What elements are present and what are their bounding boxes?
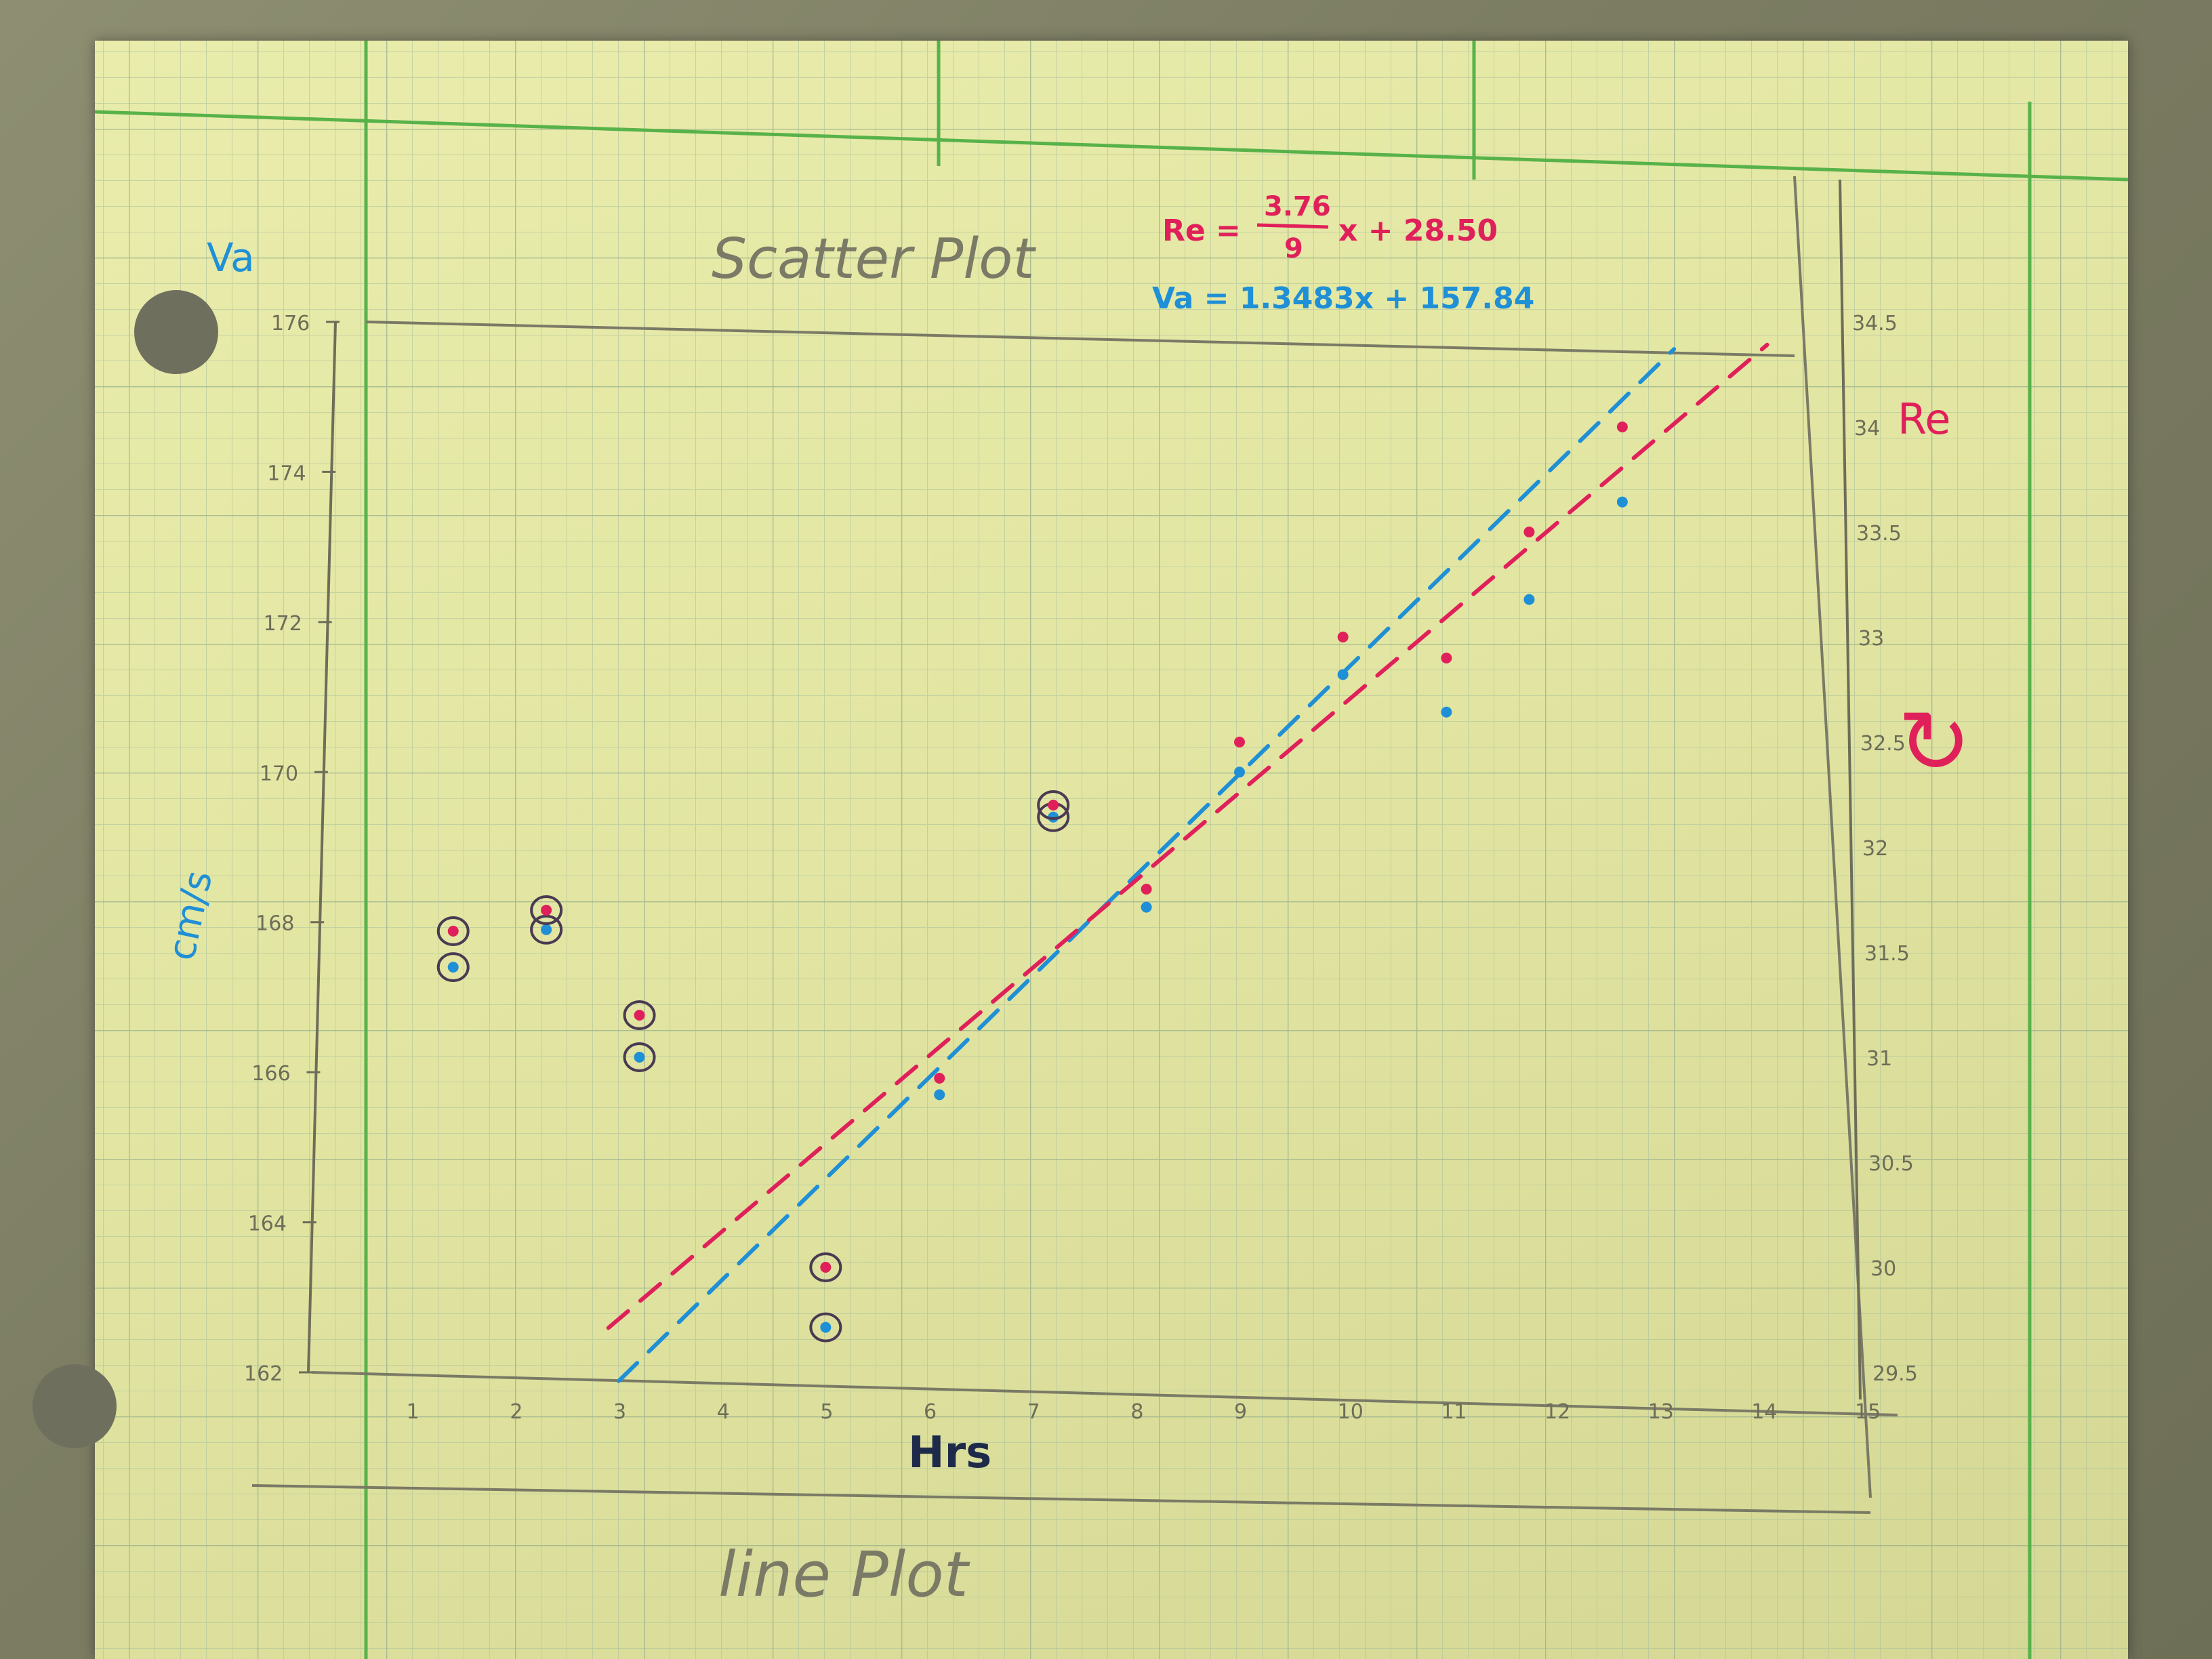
outlier-circle <box>809 1312 842 1343</box>
left-axis-name: Va <box>207 234 255 281</box>
equation-va: Va = 1.3483x + 157.84 <box>1152 281 1534 316</box>
x-tick-label: 3 <box>613 1400 626 1424</box>
x-tick-label: 15 <box>1855 1400 1881 1424</box>
point-re <box>820 1262 832 1273</box>
y-left-tick-label: 170 <box>260 762 298 785</box>
y-axis-left-line <box>307 321 337 1373</box>
x-tick-label: 5 <box>820 1400 833 1424</box>
paper-borders <box>94 41 2129 1659</box>
y-left-tick-label: 168 <box>255 912 294 936</box>
x-tick-label: 11 <box>1441 1400 1467 1424</box>
equation-re-lhs: Re = <box>1162 213 1241 248</box>
equation-re-rhs: x + 28.50 <box>1338 213 1498 248</box>
fit-line-va <box>617 347 1677 1383</box>
x-tick-label: 12 <box>1544 1400 1570 1424</box>
x-tick-label: 4 <box>717 1400 730 1424</box>
y-right-tick-label: 29.5 <box>1872 1362 1918 1386</box>
point-va <box>634 1052 645 1063</box>
outlier-circle <box>809 1252 842 1282</box>
x-tick-label: 1 <box>407 1400 419 1424</box>
y-left-tick-label: 174 <box>267 462 306 485</box>
x-tick-label: 7 <box>1027 1400 1040 1424</box>
x-tick-label: 9 <box>1234 1400 1247 1424</box>
chart-subtitle: line Plot <box>718 1538 970 1611</box>
y-right-tick-label: 31.5 <box>1864 942 1910 966</box>
outlier-circle <box>623 1042 656 1072</box>
point-va <box>1616 496 1628 508</box>
x-tick-label: 8 <box>1130 1400 1143 1424</box>
x-tick-label: 2 <box>510 1400 523 1424</box>
point-va <box>447 962 459 973</box>
point-re <box>447 926 459 937</box>
y-left-tick-label: 162 <box>244 1362 283 1386</box>
point-re <box>1337 632 1349 642</box>
y-right-tick-label: 33.5 <box>1856 522 1902 546</box>
y-right-tick-label: 34.5 <box>1852 312 1898 335</box>
x-tick-label: 10 <box>1338 1400 1364 1424</box>
outlier-circle <box>530 895 563 925</box>
point-va <box>1523 594 1535 605</box>
outlier-circle <box>436 952 470 983</box>
point-re <box>934 1073 945 1084</box>
point-re <box>1523 527 1535 537</box>
point-re <box>1234 737 1245 747</box>
y-left-tick-label: 164 <box>248 1212 287 1236</box>
point-va <box>1234 766 1245 778</box>
x-tick-label: 13 <box>1648 1400 1674 1424</box>
binder-hole-bottom <box>33 1364 117 1448</box>
fit-lines <box>606 342 1769 1383</box>
outlier-circle <box>1037 790 1070 820</box>
x-axis-label: Hrs <box>908 1428 991 1478</box>
point-re <box>1141 884 1152 895</box>
fit-line-re <box>606 342 1769 1330</box>
point-va <box>820 1322 832 1333</box>
point-va <box>934 1089 945 1101</box>
y-left-tick-label: 172 <box>264 612 302 636</box>
chart-title: Scatter Plot <box>712 227 1036 291</box>
y-right-tick-label: 33 <box>1858 627 1884 651</box>
equation-re-denominator: 9 <box>1284 233 1303 264</box>
y-right-tick-label: 32 <box>1862 837 1888 861</box>
point-re <box>1441 653 1452 663</box>
axes: 1 2 3 4 5 6 7 8 9 10 11 12 13 14 151621641661681701721… <box>159 179 1950 1478</box>
outlier-circle <box>530 914 563 945</box>
equation-re-numerator: 3.76 <box>1264 191 1331 222</box>
x-tick-label: 14 <box>1751 1400 1777 1424</box>
point-re <box>634 1010 645 1021</box>
point-va <box>1141 901 1152 913</box>
data-points <box>436 422 1628 1343</box>
point-re <box>1616 422 1628 432</box>
point-va <box>1337 669 1349 680</box>
y-axis-right-line <box>1839 179 1862 1400</box>
point-re <box>1048 800 1059 811</box>
fraction-bar <box>1256 223 1329 229</box>
y-left-tick-label: 176 <box>271 312 310 335</box>
pencil-frames <box>251 176 1898 1514</box>
y-right-tick-label: 30 <box>1870 1257 1896 1281</box>
y-left-tick-label: 166 <box>251 1062 290 1086</box>
outlier-circle <box>623 1000 656 1030</box>
right-axis-name: Re <box>1898 394 1950 444</box>
outlier-circle <box>436 916 470 946</box>
point-va <box>1441 706 1452 718</box>
y-right-tick-label: 32.5 <box>1860 732 1906 756</box>
y-right-tick-label: 30.5 <box>1868 1152 1914 1176</box>
cycle-symbol: ↻ <box>1898 691 1971 794</box>
point-re <box>541 905 552 916</box>
y-right-tick-label: 34 <box>1854 417 1880 441</box>
point-va <box>541 924 552 935</box>
major-grid <box>95 41 2128 1659</box>
y-right-tick-label: 31 <box>1866 1047 1892 1071</box>
binder-hole-top <box>134 290 218 374</box>
x-tick-label: 6 <box>924 1400 937 1424</box>
equation-re: Re = 3.76 9 x + 28.50 <box>1162 191 1498 264</box>
